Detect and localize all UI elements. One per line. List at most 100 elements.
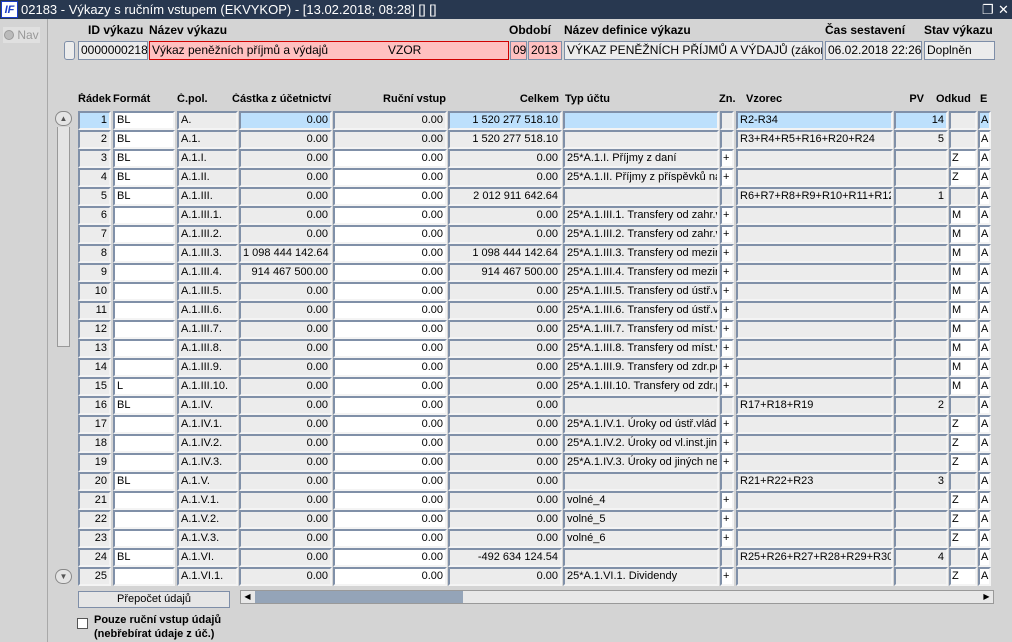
cell-cpol[interactable]: A.1.III.2. xyxy=(177,225,238,244)
vertical-scrollbar[interactable]: ▲ ▼ xyxy=(55,111,72,586)
id-field[interactable]: 0000000218 xyxy=(78,41,148,60)
cell-celkem[interactable]: 0.00 xyxy=(448,472,562,491)
cell-rucni[interactable]: 0.00 xyxy=(333,263,447,282)
cell-format[interactable] xyxy=(113,529,175,548)
cell-rucni[interactable]: 0.00 xyxy=(333,529,447,548)
cell-pv[interactable] xyxy=(894,453,948,472)
cell-format[interactable] xyxy=(113,358,175,377)
cell-castka[interactable]: 1 098 444 142.64 xyxy=(239,244,332,263)
cell-e[interactable]: A xyxy=(978,282,991,301)
cell-format[interactable]: BL xyxy=(113,111,175,130)
cell-pv[interactable]: 2 xyxy=(894,396,948,415)
cell-typ[interactable]: 25*A.1.III.2. Transfery od zahr.v xyxy=(563,225,719,244)
cell-vzorec[interactable] xyxy=(736,567,893,586)
cell-vzorec[interactable] xyxy=(736,529,893,548)
cell-odkud[interactable] xyxy=(949,548,977,567)
cell-typ[interactable] xyxy=(563,187,719,206)
cell-e[interactable]: A xyxy=(978,339,991,358)
cell-odkud[interactable] xyxy=(949,130,977,149)
cell-format[interactable] xyxy=(113,434,175,453)
cell-cpol[interactable]: A.1.V.3. xyxy=(177,529,238,548)
cell-vzorec[interactable] xyxy=(736,510,893,529)
cell-e[interactable]: A xyxy=(978,301,991,320)
cell-celkem[interactable]: 0.00 xyxy=(448,415,562,434)
cell-rucni[interactable]: 0.00 xyxy=(333,149,447,168)
cell-cpol[interactable]: A.1.III.3. xyxy=(177,244,238,263)
cell-rucni[interactable]: 0.00 xyxy=(333,472,447,491)
cell-pv[interactable] xyxy=(894,320,948,339)
cell-rucni[interactable]: 0.00 xyxy=(333,168,447,187)
cell-celkem[interactable]: 0.00 xyxy=(448,320,562,339)
cell-cpol[interactable]: A.1.I. xyxy=(177,149,238,168)
cell-rucni[interactable]: 0.00 xyxy=(333,301,447,320)
cell-radek[interactable]: 18 xyxy=(78,434,111,453)
cell-radek[interactable]: 24 xyxy=(78,548,111,567)
cell-format[interactable]: BL xyxy=(113,396,175,415)
cell-radek[interactable]: 16 xyxy=(78,396,111,415)
cell-odkud[interactable]: Z xyxy=(949,510,977,529)
cell-radek[interactable]: 11 xyxy=(78,301,111,320)
cell-castka[interactable]: 0.00 xyxy=(239,491,332,510)
cell-vzorec[interactable] xyxy=(736,206,893,225)
cell-celkem[interactable]: 0.00 xyxy=(448,301,562,320)
cell-pv[interactable] xyxy=(894,510,948,529)
cell-odkud[interactable]: M xyxy=(949,301,977,320)
cell-castka[interactable]: 0.00 xyxy=(239,472,332,491)
cell-rucni[interactable]: 0.00 xyxy=(333,206,447,225)
cell-pv[interactable] xyxy=(894,415,948,434)
col-header-cpol[interactable]: Č.pol. xyxy=(177,93,208,105)
scroll-thumb[interactable] xyxy=(57,127,70,347)
cell-typ[interactable]: 25*A.1.III.5. Transfery od ústř.vl xyxy=(563,282,719,301)
col-header-castka[interactable]: Částka z účetnictví xyxy=(232,93,332,105)
cell-celkem[interactable]: 0.00 xyxy=(448,567,562,586)
cell-vzorec[interactable] xyxy=(736,225,893,244)
cell-rucni[interactable]: 0.00 xyxy=(333,320,447,339)
cell-pv[interactable] xyxy=(894,282,948,301)
cell-zn[interactable]: + xyxy=(720,263,734,282)
cell-vzorec[interactable] xyxy=(736,168,893,187)
cell-typ[interactable]: 25*A.1.III.3. Transfery od mezin xyxy=(563,244,719,263)
cell-radek[interactable]: 19 xyxy=(78,453,111,472)
cell-e[interactable]: A xyxy=(978,168,991,187)
cell-e[interactable]: A xyxy=(978,263,991,282)
cell-cpol[interactable]: A.1.V.2. xyxy=(177,510,238,529)
cell-cpol[interactable]: A.1.IV. xyxy=(177,396,238,415)
cell-e[interactable]: A xyxy=(978,225,991,244)
cell-vzorec[interactable]: R6+R7+R8+R9+R10+R11+R12+R xyxy=(736,187,893,206)
cell-e[interactable]: A xyxy=(978,206,991,225)
cell-castka[interactable]: 0.00 xyxy=(239,358,332,377)
cell-format[interactable]: BL xyxy=(113,187,175,206)
cell-castka[interactable]: 0.00 xyxy=(239,434,332,453)
cell-pv[interactable] xyxy=(894,434,948,453)
cell-odkud[interactable]: Z xyxy=(949,491,977,510)
cell-e[interactable]: A xyxy=(978,111,991,130)
cell-vzorec[interactable] xyxy=(736,263,893,282)
cell-typ[interactable]: 25*A.1.III.7. Transfery od míst.vl xyxy=(563,320,719,339)
cell-e[interactable]: A xyxy=(978,396,991,415)
cell-rucni[interactable]: 0.00 xyxy=(333,282,447,301)
cell-e[interactable]: A xyxy=(978,548,991,567)
cell-format[interactable] xyxy=(113,301,175,320)
cell-rucni[interactable]: 0.00 xyxy=(333,377,447,396)
cell-radek[interactable]: 14 xyxy=(78,358,111,377)
cell-zn[interactable]: + xyxy=(720,168,734,187)
cell-format[interactable] xyxy=(113,244,175,263)
cell-zn[interactable]: + xyxy=(720,301,734,320)
cell-radek[interactable]: 20 xyxy=(78,472,111,491)
cell-odkud[interactable]: Z xyxy=(949,529,977,548)
cell-cpol[interactable]: A.1.V.1. xyxy=(177,491,238,510)
cell-cpol[interactable]: A.1.IV.1. xyxy=(177,415,238,434)
cell-typ[interactable]: 25*A.1.II. Příjmy z příspěvků na s xyxy=(563,168,719,187)
cell-radek[interactable]: 5 xyxy=(78,187,111,206)
cell-format[interactable] xyxy=(113,282,175,301)
col-header-e[interactable]: E xyxy=(980,93,988,105)
cell-typ[interactable]: 25*A.1.III.9. Transfery od zdr.po xyxy=(563,358,719,377)
cell-pv[interactable]: 5 xyxy=(894,130,948,149)
cell-pv[interactable]: 3 xyxy=(894,472,948,491)
cell-celkem[interactable]: 0.00 xyxy=(448,396,562,415)
cell-castka[interactable]: 0.00 xyxy=(239,453,332,472)
cell-typ[interactable]: 25*A.1.III.4. Transfery od mezin xyxy=(563,263,719,282)
cell-pv[interactable] xyxy=(894,339,948,358)
cell-rucni[interactable]: 0.00 xyxy=(333,396,447,415)
cell-celkem[interactable]: 0.00 xyxy=(448,225,562,244)
